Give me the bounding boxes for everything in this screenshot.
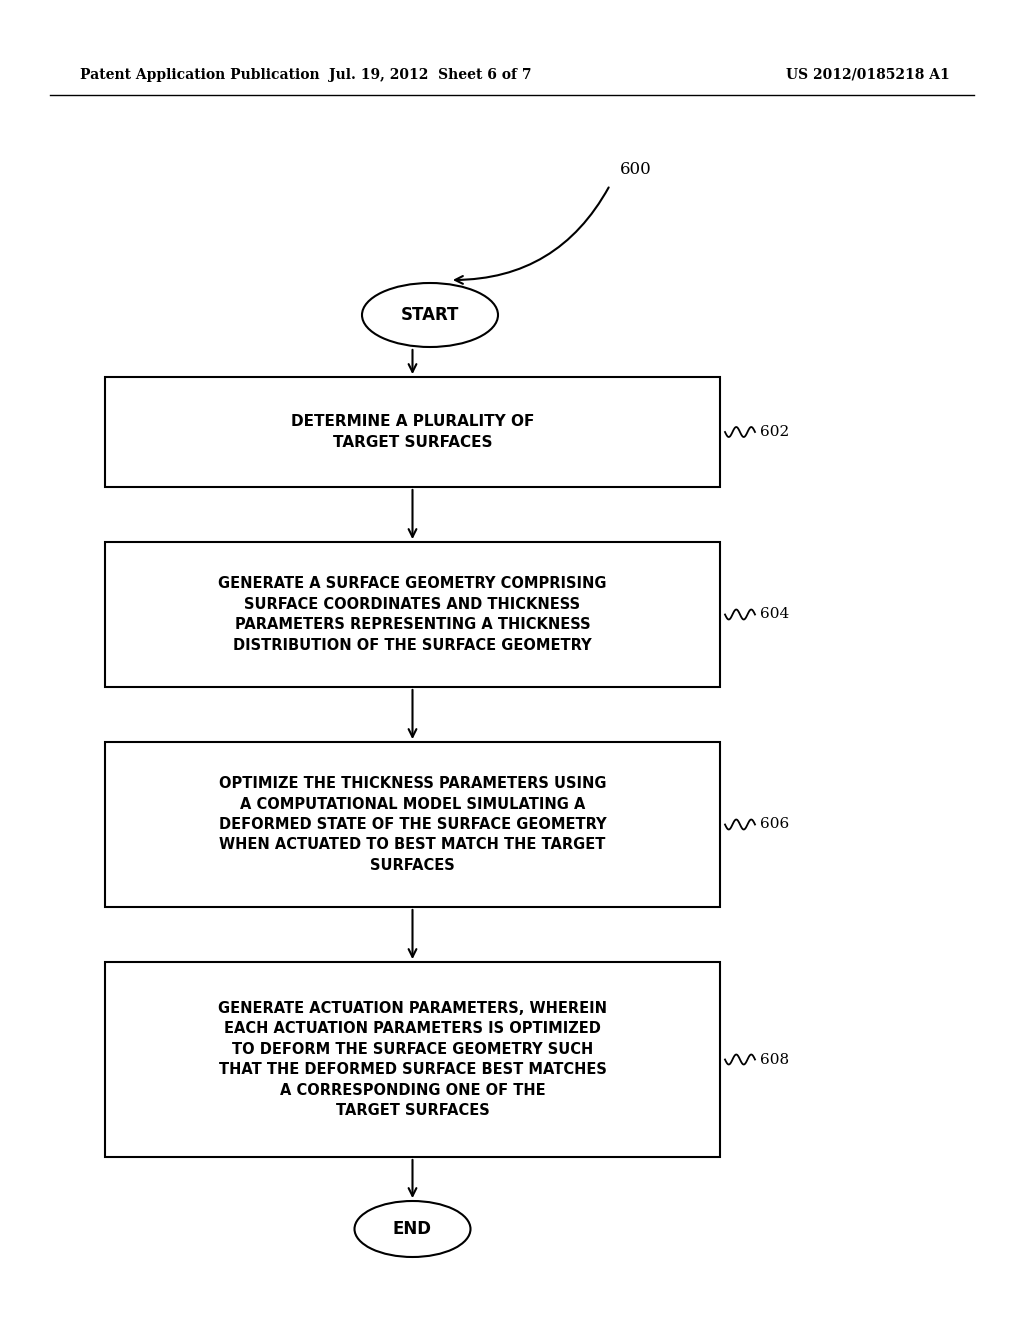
Text: START: START: [400, 306, 459, 323]
FancyBboxPatch shape: [105, 962, 720, 1158]
Text: Jul. 19, 2012  Sheet 6 of 7: Jul. 19, 2012 Sheet 6 of 7: [329, 69, 531, 82]
Ellipse shape: [362, 282, 498, 347]
Text: END: END: [393, 1220, 432, 1238]
Text: 600: 600: [620, 161, 651, 178]
FancyBboxPatch shape: [105, 378, 720, 487]
FancyBboxPatch shape: [105, 742, 720, 907]
Text: 604: 604: [760, 607, 790, 622]
Text: 602: 602: [760, 425, 790, 440]
Text: OPTIMIZE THE THICKNESS PARAMETERS USING
A COMPUTATIONAL MODEL SIMULATING A
DEFOR: OPTIMIZE THE THICKNESS PARAMETERS USING …: [219, 776, 606, 873]
Text: 606: 606: [760, 817, 790, 832]
Ellipse shape: [354, 1201, 470, 1257]
Text: DETERMINE A PLURALITY OF
TARGET SURFACES: DETERMINE A PLURALITY OF TARGET SURFACES: [291, 414, 535, 450]
Text: 608: 608: [760, 1052, 790, 1067]
Text: Patent Application Publication: Patent Application Publication: [80, 69, 319, 82]
FancyBboxPatch shape: [105, 543, 720, 686]
Text: GENERATE ACTUATION PARAMETERS, WHEREIN
EACH ACTUATION PARAMETERS IS OPTIMIZED
TO: GENERATE ACTUATION PARAMETERS, WHEREIN E…: [218, 1001, 607, 1118]
Text: US 2012/0185218 A1: US 2012/0185218 A1: [786, 69, 950, 82]
Text: GENERATE A SURFACE GEOMETRY COMPRISING
SURFACE COORDINATES AND THICKNESS
PARAMET: GENERATE A SURFACE GEOMETRY COMPRISING S…: [218, 577, 607, 652]
